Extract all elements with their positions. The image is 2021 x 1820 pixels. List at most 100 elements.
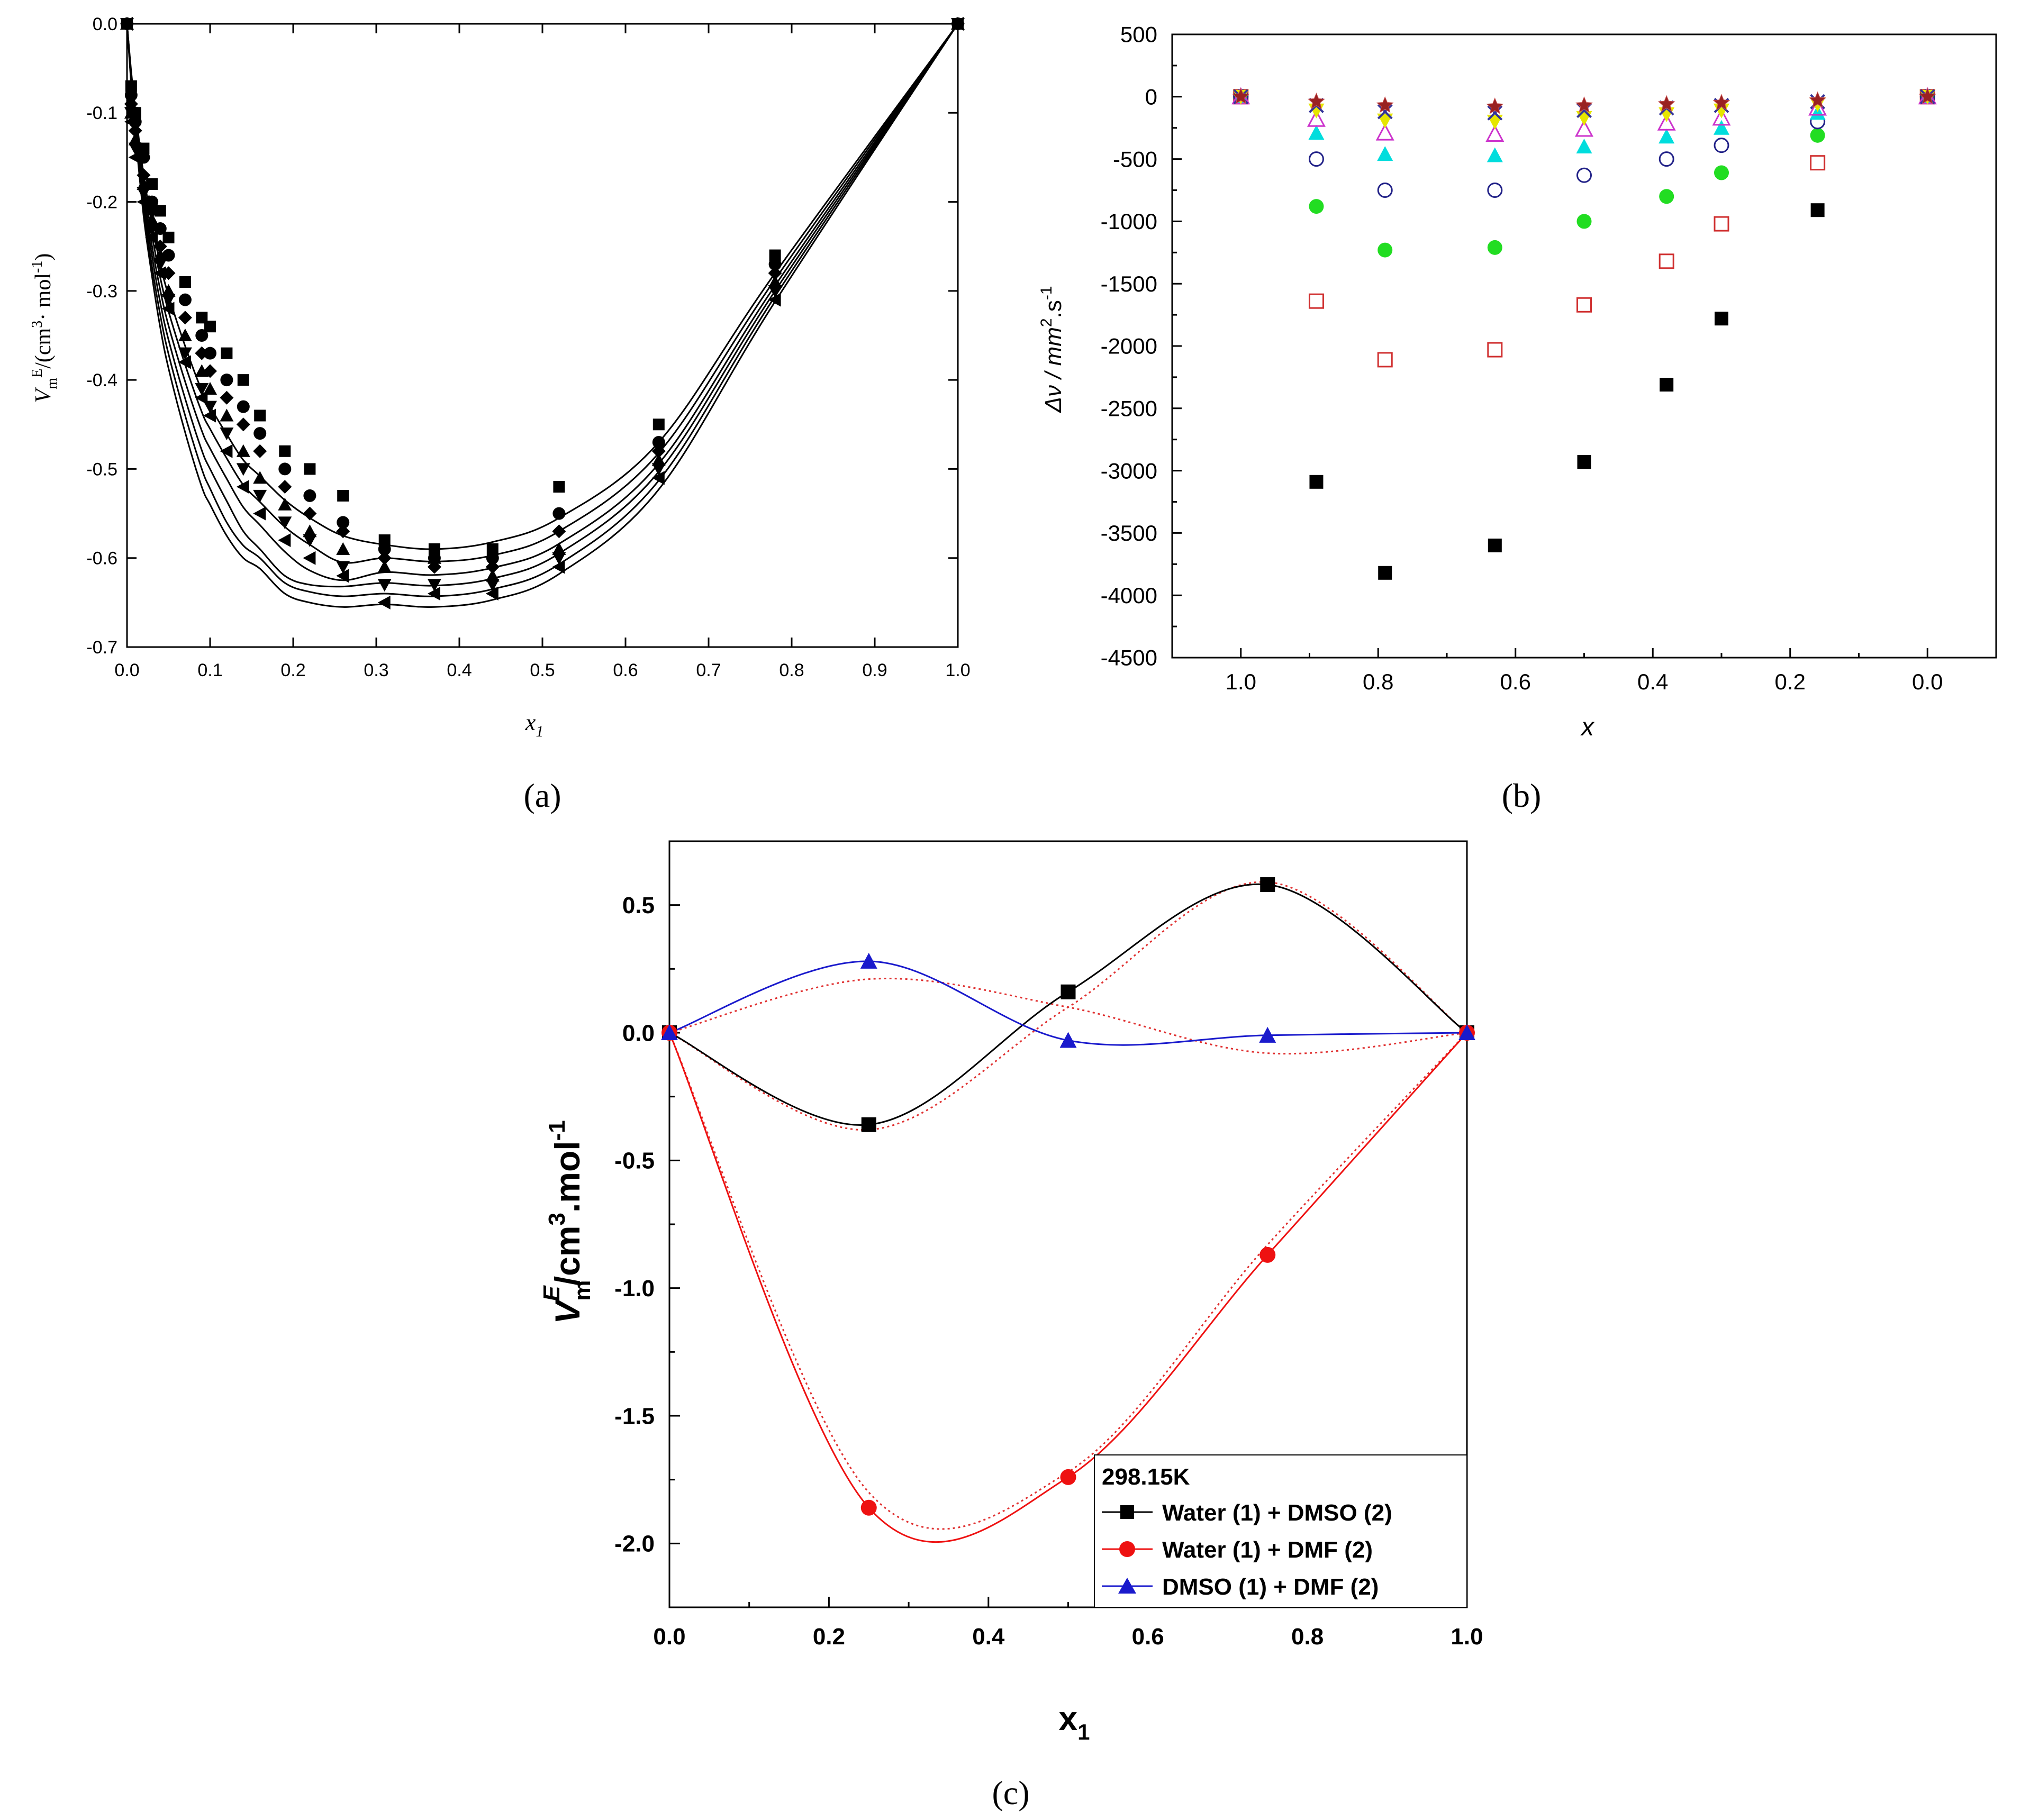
data-point	[1574, 119, 1594, 137]
panel-a-points	[120, 17, 965, 609]
y-tick-label: -500	[1113, 147, 1157, 171]
data-point	[1576, 167, 1592, 183]
data-point	[153, 248, 167, 261]
panel-b-frame	[1171, 33, 1997, 659]
dotted-fit-curve	[669, 978, 1467, 1055]
data-point	[304, 463, 316, 475]
data-point	[137, 195, 150, 209]
y-tick-label: -0.5	[614, 1148, 655, 1174]
y-tick-label: 0.0	[93, 14, 117, 34]
x-tick-label: 0.6	[1500, 669, 1531, 694]
data-point	[253, 444, 267, 458]
y-tick-label: 0.0	[622, 1020, 655, 1046]
panel-a-ylabel: VmE/(cm3· mol-1)	[29, 253, 60, 403]
x-tick-label: 0.4	[1637, 669, 1668, 694]
data-point	[154, 205, 166, 217]
x-tick-label: 0.2	[813, 1624, 845, 1650]
y-tick-label: -1.5	[614, 1403, 655, 1429]
data-point	[196, 312, 208, 324]
y-tick-label: 500	[1120, 22, 1157, 47]
panel-c-points	[661, 877, 1475, 1516]
data-point	[237, 400, 250, 413]
data-point	[378, 542, 391, 556]
data-point	[195, 390, 208, 405]
data-point	[161, 284, 176, 297]
data-point	[1487, 114, 1503, 130]
x-tick-label: 0.0	[1912, 669, 1943, 694]
data-point	[161, 294, 176, 307]
data-point	[279, 445, 291, 457]
data-point	[128, 132, 142, 145]
data-point	[1458, 1024, 1475, 1040]
data-point	[128, 142, 142, 156]
data-point	[1308, 293, 1324, 309]
data-point	[153, 258, 167, 271]
data-point	[145, 213, 159, 226]
data-point	[1714, 138, 1729, 153]
x-tick-label: 0.9	[862, 660, 887, 680]
data-point	[651, 463, 666, 476]
data-point	[278, 533, 291, 548]
data-point	[128, 150, 141, 165]
data-point	[178, 293, 192, 306]
data-point	[1377, 352, 1393, 368]
y-tick-label: -1500	[1101, 271, 1157, 296]
panel-c-xlabel: x1	[1059, 1699, 1090, 1744]
data-point	[1657, 113, 1676, 131]
data-point	[652, 418, 665, 431]
data-point	[486, 543, 499, 555]
data-point	[336, 542, 350, 555]
data-point	[145, 223, 159, 236]
data-point	[204, 321, 216, 333]
data-point	[178, 347, 192, 360]
x-tick-label: 0.3	[364, 660, 388, 680]
data-point	[254, 410, 266, 422]
data-point	[336, 561, 350, 574]
data-point	[162, 231, 175, 243]
data-point	[377, 551, 392, 565]
data-point	[377, 595, 391, 609]
data-point	[1377, 242, 1393, 258]
data-point	[1714, 216, 1729, 232]
data-point	[377, 560, 392, 573]
data-point	[552, 524, 566, 539]
data-point	[428, 543, 440, 555]
x-tick-label: 0.7	[696, 660, 721, 680]
data-point	[220, 427, 234, 441]
legend-marker-water-dmso	[1120, 1505, 1134, 1519]
data-point	[237, 374, 249, 386]
panel-b-chart: 1.0 0.8 0.6 0.4 0.2 0.0 500 0 -500 -1000 -1500 -200…	[1038, 22, 1997, 814]
data-point	[1809, 105, 1826, 120]
data-point	[278, 497, 292, 511]
data-point	[1576, 214, 1592, 229]
panel-c-chart: 0.0 0.2 0.4 0.6 0.8 1.0 0.5 0.0 -0.5 -1.0 -1.5 -2.0…	[539, 840, 1483, 1812]
legend-marker-dmso-dmf	[1118, 1578, 1136, 1594]
data-point	[1486, 97, 1504, 114]
data-point	[1657, 95, 1675, 112]
legend-label-water-dmf: Water (1) + DMF (2)	[1162, 1537, 1373, 1563]
data-point	[137, 168, 151, 183]
data-point	[552, 560, 565, 574]
data-point	[1308, 151, 1324, 167]
data-point	[1488, 538, 1502, 552]
data-point	[178, 355, 191, 369]
data-point	[1308, 125, 1325, 140]
data-point	[1485, 124, 1505, 142]
y-tick-label: -3500	[1101, 521, 1157, 545]
data-point	[1918, 87, 1936, 104]
data-point	[1712, 108, 1731, 126]
data-point	[769, 249, 781, 261]
data-point	[485, 569, 500, 582]
y-tick-label: -0.3	[86, 281, 117, 302]
x-tick-label: 0.6	[613, 660, 638, 680]
panel-c-ticks: 0.0 0.2 0.4 0.6 0.8 1.0 0.5 0.0 -0.5 -1.0 -1.5 -2.0	[614, 893, 1483, 1650]
panel-c-legend: 298.15K Water (1) + DMSO (2) Water (1) +…	[1094, 1454, 1467, 1608]
data-point	[486, 551, 499, 565]
y-tick-label: 0	[1145, 85, 1157, 110]
data-point	[1259, 1246, 1276, 1263]
fit-curve	[126, 23, 959, 581]
data-point	[1307, 110, 1326, 127]
data-point	[768, 293, 781, 307]
data-point	[1712, 94, 1730, 111]
